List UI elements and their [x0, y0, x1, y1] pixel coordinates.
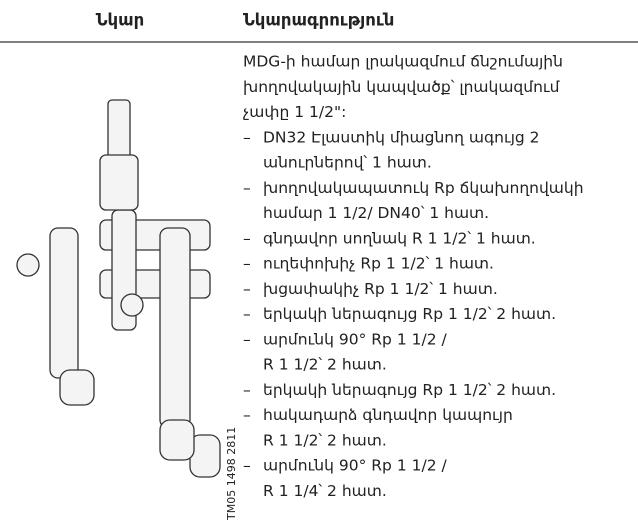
list-item-line: R 1 1/4՝ 2 հատ.	[263, 482, 387, 500]
bullet: –	[243, 255, 251, 273]
list-item-line: երկակի ներագույց Rp 1 1/2՝ 2 հատ.	[263, 305, 556, 323]
bullet: –	[243, 280, 251, 298]
list-item-line: արմունկ 90° Rp 1 1/2 /	[263, 330, 447, 348]
list-item-line: հակադարձ գնդավոր կապույր	[263, 406, 513, 424]
list-item-line: արմունկ 90° Rp 1 1/2 /	[263, 457, 447, 475]
product-illustration	[16, 99, 221, 478]
list-item-line: R 1 1/2՝ 2 հատ.	[263, 356, 387, 374]
header-cell: Նկար	[96, 11, 145, 30]
list-item-line: անուրներով՝ 1 հատ.	[263, 154, 432, 172]
intro-line: MDG-ի համար լրակազմում ճնշումային	[243, 53, 563, 71]
bullet: –	[243, 128, 251, 146]
list-item-line: R 1 1/2՝ 2 հատ.	[263, 431, 387, 449]
image-code: TM05 1498 2811	[225, 427, 238, 521]
header-cell: Նկարագրություն	[243, 11, 394, 30]
list-item-line: խողովակապատուկ Rp ճկախողովակի	[263, 179, 584, 197]
bullet: –	[243, 381, 251, 399]
list-item-line: գնդավոր սողնակ R 1 1/2՝ 1 հատ.	[263, 229, 536, 247]
intro-line: չափը 1 1/2":	[243, 103, 346, 121]
bullet: –	[243, 457, 251, 475]
intro-line: խողովակային կապվածք՝ լրակազմում	[243, 78, 561, 96]
bullet: –	[243, 229, 251, 247]
list-item-line: խցափակիչ Rp 1 1/2՝ 1 հատ.	[263, 280, 498, 298]
bullet: –	[243, 179, 251, 197]
list-item-line: DN32 Էլաստիկ միացնող ագույց 2	[263, 128, 540, 146]
bullet: –	[243, 406, 251, 424]
bullet: –	[243, 305, 251, 323]
bullet: –	[243, 330, 251, 348]
list-item-line: ուղեփոխիչ Rp 1 1/2՝ 1 հատ.	[263, 255, 494, 273]
list-item-line: երկակի ներագույց Rp 1 1/2՝ 2 հատ.	[263, 381, 556, 399]
list-item-line: համար 1 1/2/ DN40՝ 1 հատ.	[263, 204, 489, 222]
